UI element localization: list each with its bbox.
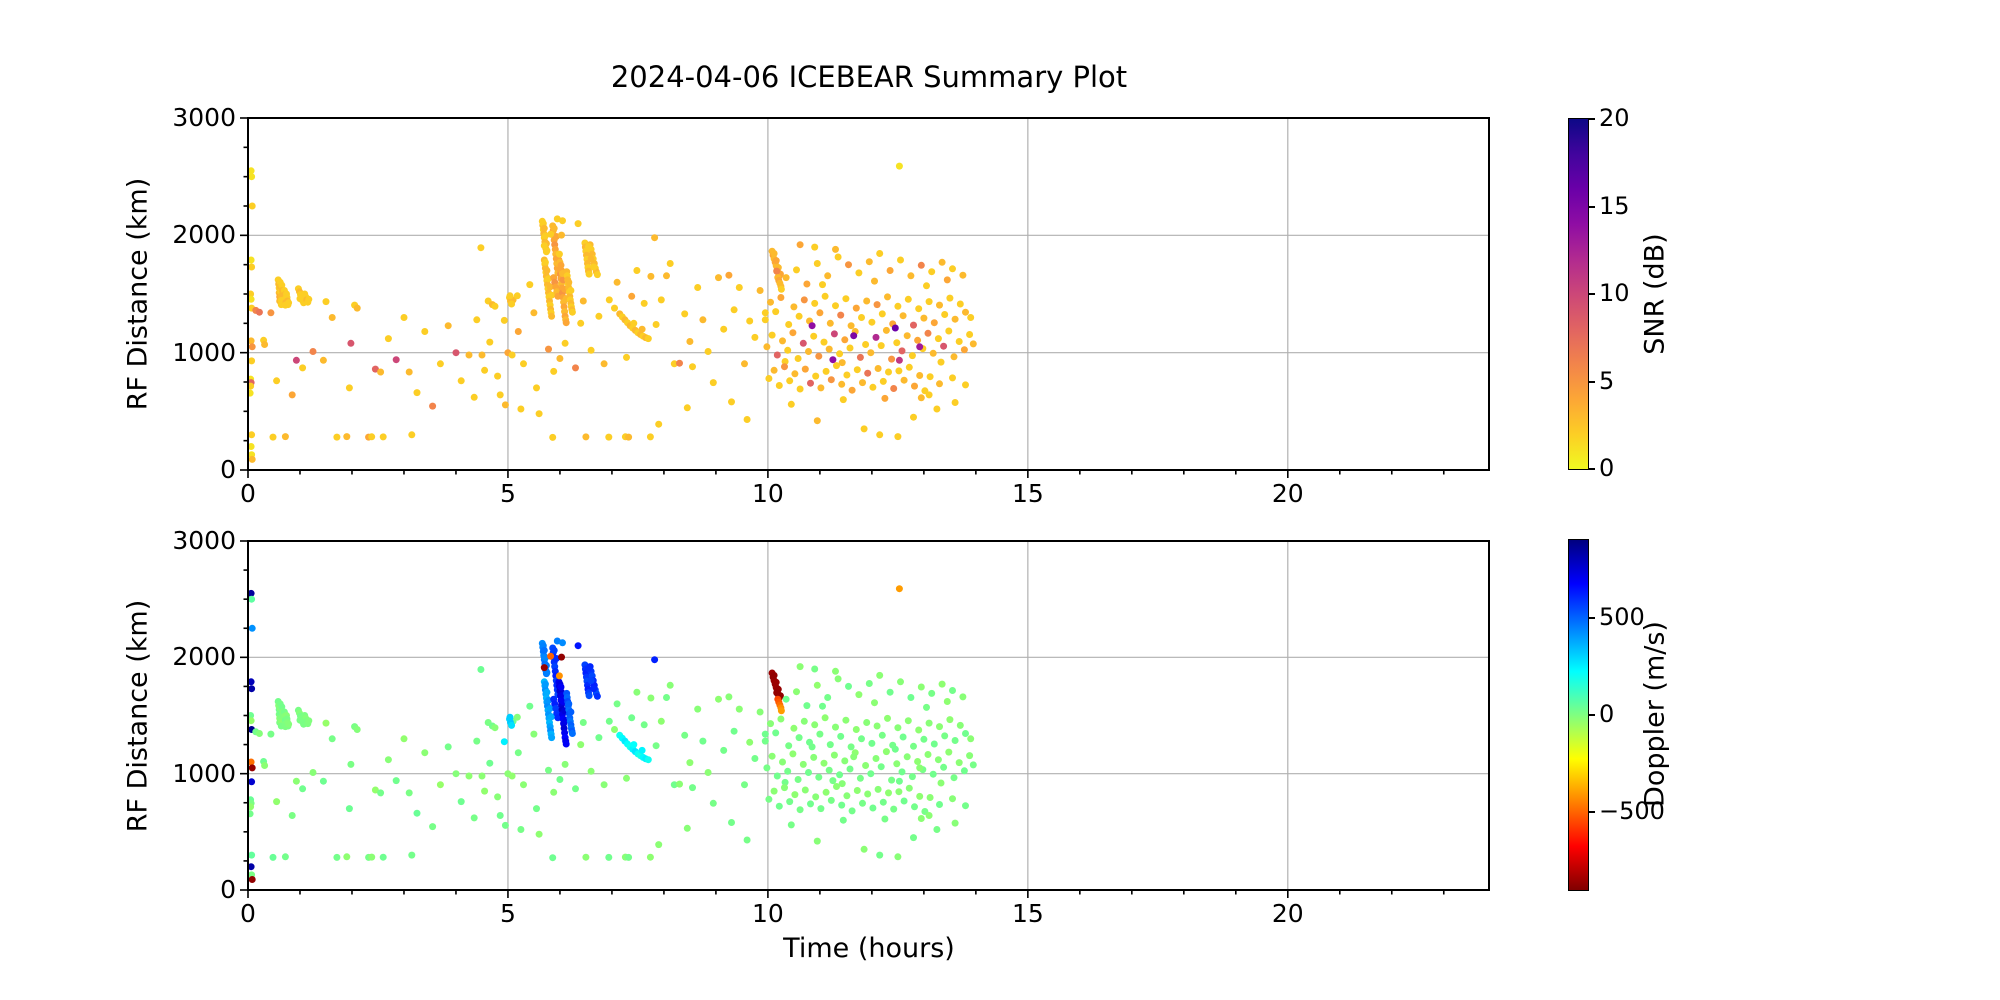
y-tick-label: 1000 — [172, 337, 236, 367]
x-tick-label: 20 — [1271, 479, 1304, 508]
snr-colorbar-label: SNR (dB) — [1639, 233, 1671, 355]
colorbar-tick — [1588, 714, 1595, 716]
colorbar-tick — [1588, 616, 1595, 619]
y-tick-label: 3000 — [172, 526, 236, 555]
colorbar-tick — [1588, 811, 1595, 814]
snr-scatter-panel: 0 5 10 15 20 0 1000 2000 3000 — [172, 103, 1490, 508]
colorbar-tick-label: −500 — [1599, 797, 1665, 826]
x-axis-label: Time (hours) — [783, 933, 955, 964]
y-tick-label: 0 — [220, 455, 236, 484]
y-tick-label: 2000 — [172, 220, 236, 250]
doppler-plot-canvas — [240, 540, 1490, 898]
colorbar-tick-label: 5 — [1599, 366, 1615, 395]
x-tick-label: 5 — [499, 899, 516, 928]
x-tick-label: 20 — [1271, 899, 1304, 928]
colorbar-tick — [1588, 118, 1595, 120]
x-tick-label: 15 — [1011, 479, 1044, 508]
y-axis-label-bottom: RF Distance (km) — [122, 599, 154, 833]
colorbar-tick-label: 0 — [1599, 700, 1615, 728]
x-tick-label: 0 — [240, 899, 256, 928]
colorbar-tick-label: 20 — [1599, 104, 1630, 132]
x-tick-label: 15 — [1011, 899, 1044, 928]
y-axis-label-top: RF Distance (km) — [122, 177, 154, 411]
x-tick-label: 0 — [240, 479, 256, 508]
doppler-colorbar: 500 0 −500 — [1568, 539, 1665, 891]
x-tick-label: 10 — [751, 479, 784, 508]
colorbar-tick — [1588, 380, 1595, 383]
snr-colorbar: 20 15 10 5 0 — [1568, 104, 1630, 482]
colorbar-tick — [1588, 468, 1595, 470]
y-tick-label: 0 — [220, 875, 236, 904]
y-tick-label: 2000 — [172, 642, 236, 672]
doppler-scatter-panel: 0 5 10 15 20 0 1000 2000 3000 — [172, 526, 1490, 928]
plot-title: 2024-04-06 ICEBEAR Summary Plot — [610, 60, 1128, 94]
x-tick-label: 10 — [751, 899, 784, 928]
colorbar-tick-label: 500 — [1599, 602, 1645, 631]
doppler-colorbar-label: Doppler (m/s) — [1639, 621, 1671, 807]
snr-plot-canvas — [240, 117, 1490, 478]
colorbar-tick — [1588, 205, 1595, 208]
colorbar-tick — [1588, 293, 1595, 295]
colorbar-tick-label: 15 — [1599, 191, 1630, 220]
colorbar-tick-label: 10 — [1599, 279, 1630, 307]
y-tick-label: 3000 — [172, 103, 236, 132]
x-tick-label: 5 — [499, 479, 516, 508]
colorbar-tick-label: 0 — [1599, 454, 1615, 482]
y-tick-label: 1000 — [172, 758, 236, 788]
